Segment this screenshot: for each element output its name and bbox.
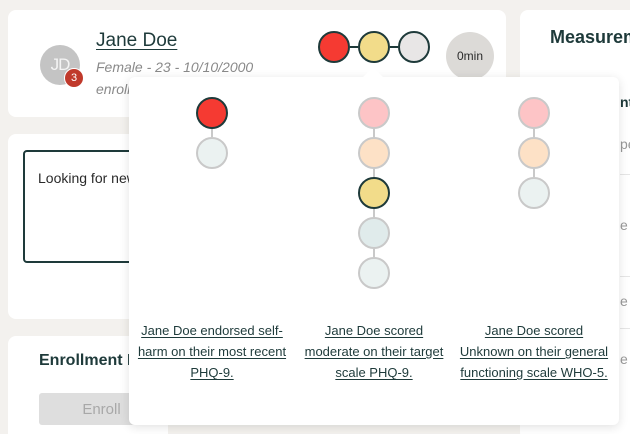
risk-dot-general-functioning[interactable] (398, 31, 430, 63)
divider (620, 174, 630, 175)
general-functioning-message-link[interactable]: Jane Doe scored Unknown on their general… (459, 323, 609, 380)
scale-connector (373, 129, 375, 137)
scale-dot (358, 97, 390, 129)
scale-dot (518, 177, 550, 209)
scale-dot (358, 257, 390, 289)
scale-dot (358, 217, 390, 249)
scale-dot (518, 97, 550, 129)
risk-connector (390, 46, 398, 48)
scale-connector (533, 129, 535, 137)
risk-dot-target-scale[interactable] (358, 31, 390, 63)
scale-dot (358, 177, 390, 209)
session-timer: 0min (446, 32, 494, 80)
scale-dot (196, 137, 228, 169)
measurement-fragment: e (620, 293, 628, 309)
notification-badge: 3 (64, 68, 84, 88)
scale-column-target-scale (299, 97, 449, 289)
risk-connector (350, 46, 358, 48)
target-scale-message-link[interactable]: Jane Doe scored moderate on their target… (304, 323, 444, 380)
scale-column-general-functioning (459, 97, 609, 209)
scale-connector (373, 209, 375, 217)
scale-dot (518, 137, 550, 169)
scale-dot (358, 137, 390, 169)
patient-card: JD 3 Jane Doe Female - 23 - 10/10/2000 e… (8, 10, 506, 117)
measurement-fragment: e (620, 217, 628, 233)
patient-demographics: Female - 23 - 10/10/2000 (96, 59, 254, 75)
risk-details-popover: Jane Doe endorsed self-harm on their mos… (129, 67, 619, 425)
risk-dot-self-harm[interactable] (318, 31, 350, 63)
scale-connector (373, 169, 375, 177)
divider (620, 276, 630, 277)
scale-connector (211, 129, 213, 137)
scale-connector (373, 249, 375, 257)
risk-indicator-row[interactable] (318, 31, 430, 63)
patient-name-link[interactable]: Jane Doe (96, 30, 178, 51)
self-harm-message-link[interactable]: Jane Doe endorsed self-harm on their mos… (137, 323, 287, 380)
scale-dot (196, 97, 228, 129)
scale-column-self-harm (137, 97, 287, 169)
measurement-fragment: e (620, 351, 628, 367)
measurement-fragment: pe (620, 136, 630, 152)
measurements-title: Measurements (550, 27, 630, 47)
measurement-fragment: nt (620, 94, 630, 110)
divider (620, 328, 630, 329)
scale-connector (533, 169, 535, 177)
